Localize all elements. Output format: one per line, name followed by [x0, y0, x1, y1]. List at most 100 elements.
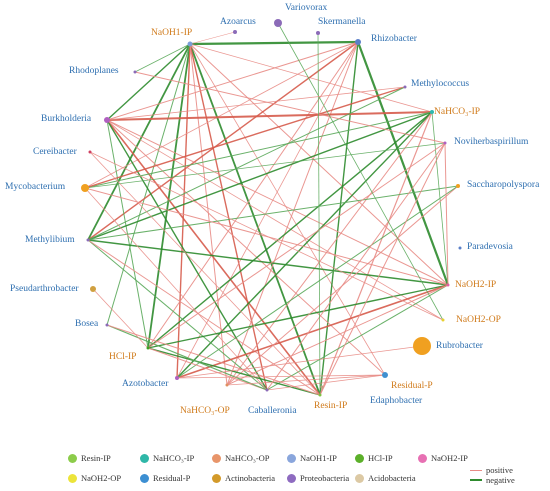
node-methylococcus[interactable]: [403, 85, 407, 89]
node-label-mycobacterium: Mycobacterium: [5, 182, 66, 192]
legend-dot: [287, 473, 296, 483]
legend-negative-edge: negative: [470, 475, 515, 485]
edge-methylibium-caballeronia: [87, 239, 268, 391]
edge-saccharopolyspora-azotobacter: [176, 185, 459, 379]
edge-mycobacterium-caballeronia: [84, 187, 268, 391]
edge-azoarcus-naoh1ip: [189, 31, 236, 45]
node-methylibium[interactable]: [86, 238, 90, 242]
node-label-pseudarthrobacter: Pseudarthrobacter: [10, 284, 79, 294]
node-label-paradevosia: Paradevosia: [467, 242, 513, 252]
node-skermanella[interactable]: [316, 31, 320, 35]
edge-noviherbaspirillum-rhodoplanes: [134, 71, 446, 144]
edge-naoh1ip-caballeronia: [189, 43, 268, 391]
legend-label: Actinobacteria: [225, 473, 276, 483]
edge-naoh1ip-burkholderia: [106, 43, 191, 121]
edge-methylococcus-mycobacterium: [84, 86, 406, 189]
node-mycobacterium[interactable]: [81, 184, 89, 192]
edge-noviherbaspirillum-hclip: [147, 142, 446, 349]
node-rhodoplanes[interactable]: [133, 70, 137, 74]
legend-label: Residual-P: [153, 473, 191, 483]
node-label-naoh2op: NaOH2-OP: [456, 315, 501, 325]
legend-dot: [287, 453, 296, 463]
legend-label: NaHCO₃-OP: [225, 453, 270, 463]
node-bosea[interactable]: [105, 323, 109, 327]
legend-dot: [212, 453, 221, 463]
edge-naoh1ip-nahco3ip: [189, 43, 433, 113]
edge-azotobacter-rubrobacter: [176, 345, 423, 379]
positive-line-swatch: [470, 469, 482, 471]
edge-cereibacter-naoh2op: [89, 151, 444, 321]
edge-methylococcus-methylibium: [87, 86, 406, 241]
node-label-methylibium: Methylibium: [25, 235, 75, 245]
edge-burkholderia-naoh2ip: [106, 119, 449, 286]
edge-nahco3ip-nahco3op: [226, 111, 433, 386]
node-label-naoh1ip: NaOH1-IP: [151, 28, 193, 38]
node-nahco3ip[interactable]: [430, 110, 434, 114]
edge-burkholderia-naoh2op: [106, 119, 444, 321]
legend-dot: [355, 473, 364, 483]
edge-variovorax-naoh2op: [277, 22, 444, 321]
edge-pseudarthrobacter-hclip: [92, 288, 149, 349]
node-label-azotobacter: Azotobacter: [122, 379, 169, 389]
edge-nahco3op-residualp: [226, 374, 386, 386]
node-variovorax[interactable]: [274, 19, 282, 27]
node-naoh2ip[interactable]: [446, 283, 450, 287]
node-label-nahco3ip: NaHCO₃-IP: [434, 107, 481, 117]
node-saccharopolyspora[interactable]: [456, 184, 460, 188]
legend-label: NaOH1-IP: [300, 453, 337, 463]
node-label-resinip: Resin-IP: [314, 401, 348, 411]
edge-naoh2ip-caballeronia: [266, 284, 449, 391]
node-label-bosea: Bosea: [75, 319, 99, 329]
node-naoh1ip[interactable]: [187, 41, 193, 47]
node-label-nahco3op: NaHCO₃-OP: [180, 406, 230, 416]
node-label-azoarcus: Azoarcus: [220, 17, 256, 27]
node-label-residualp: Residual-P: [391, 381, 433, 391]
node-rhizobacter[interactable]: [355, 39, 361, 45]
node-paradevosia[interactable]: [458, 246, 462, 250]
network-nodes: [81, 19, 462, 397]
node-azoarcus[interactable]: [233, 30, 237, 34]
legend-label: HCl-IP: [368, 453, 393, 463]
legend-positive-label: positive: [486, 465, 513, 475]
node-label-burkholderia: Burkholderia: [41, 114, 92, 124]
edge-naoh2ip-hclip: [147, 284, 449, 349]
edge-caballeronia-residualp: [266, 374, 386, 391]
node-label-saccharopolyspora: Saccharopolyspora: [467, 180, 540, 190]
node-noviherbaspirillum[interactable]: [443, 141, 447, 145]
edge-rhizobacter-mycobacterium: [84, 41, 359, 189]
legend-label: Resin-IP: [81, 453, 111, 463]
edge-nahco3ip-methylibium: [87, 111, 433, 241]
edge-rhizobacter-methylibium: [87, 41, 359, 241]
node-naoh2op[interactable]: [441, 318, 445, 322]
edge-burkholderia-residualp: [106, 119, 386, 376]
node-caballeronia[interactable]: [265, 388, 269, 392]
legend-item-resin-ip: Resin-IP: [68, 453, 111, 463]
node-label-rubrobacter: Rubrobacter: [436, 341, 483, 351]
edge-mycobacterium-naoh2ip: [84, 187, 449, 286]
node-nahco3op[interactable]: [225, 383, 229, 387]
legend-negative-label: negative: [486, 475, 515, 485]
edge-burkholderia-resinip: [106, 119, 321, 396]
node-label-caballeronia: Caballeronia: [248, 406, 297, 416]
node-azotobacter[interactable]: [175, 376, 179, 380]
edge-skermanella-resinip: [317, 32, 321, 396]
node-rubrobacter[interactable]: [413, 337, 431, 355]
node-resinip[interactable]: [318, 393, 322, 397]
legend-dot: [212, 473, 221, 483]
edge-caballeronia-noviherbaspirillum: [266, 142, 446, 391]
node-label-noviherbaspirillum: Noviherbaspirillum: [454, 137, 529, 147]
node-burkholderia[interactable]: [104, 117, 110, 123]
edge-methylibium-saccharopolyspora: [87, 185, 459, 241]
legend-item-nahco3-op: NaHCO₃-OP: [212, 453, 270, 463]
edge-methylibium-resinip: [87, 239, 321, 396]
node-label-methylococcus: Methylococcus: [411, 79, 470, 89]
edge-nahco3ip-resinip: [319, 111, 433, 396]
edge-rhizobacter-nahco3op: [226, 41, 359, 386]
node-pseudarthrobacter[interactable]: [90, 286, 96, 292]
node-cereibacter[interactable]: [88, 150, 92, 154]
node-residualp[interactable]: [382, 372, 388, 378]
node-edaphobacter[interactable]: [320, 385, 324, 389]
node-label-skermanella: Skermanella: [318, 17, 366, 27]
node-hclip[interactable]: [146, 346, 150, 350]
edge-resinip-noviherbaspirillum: [319, 142, 446, 396]
